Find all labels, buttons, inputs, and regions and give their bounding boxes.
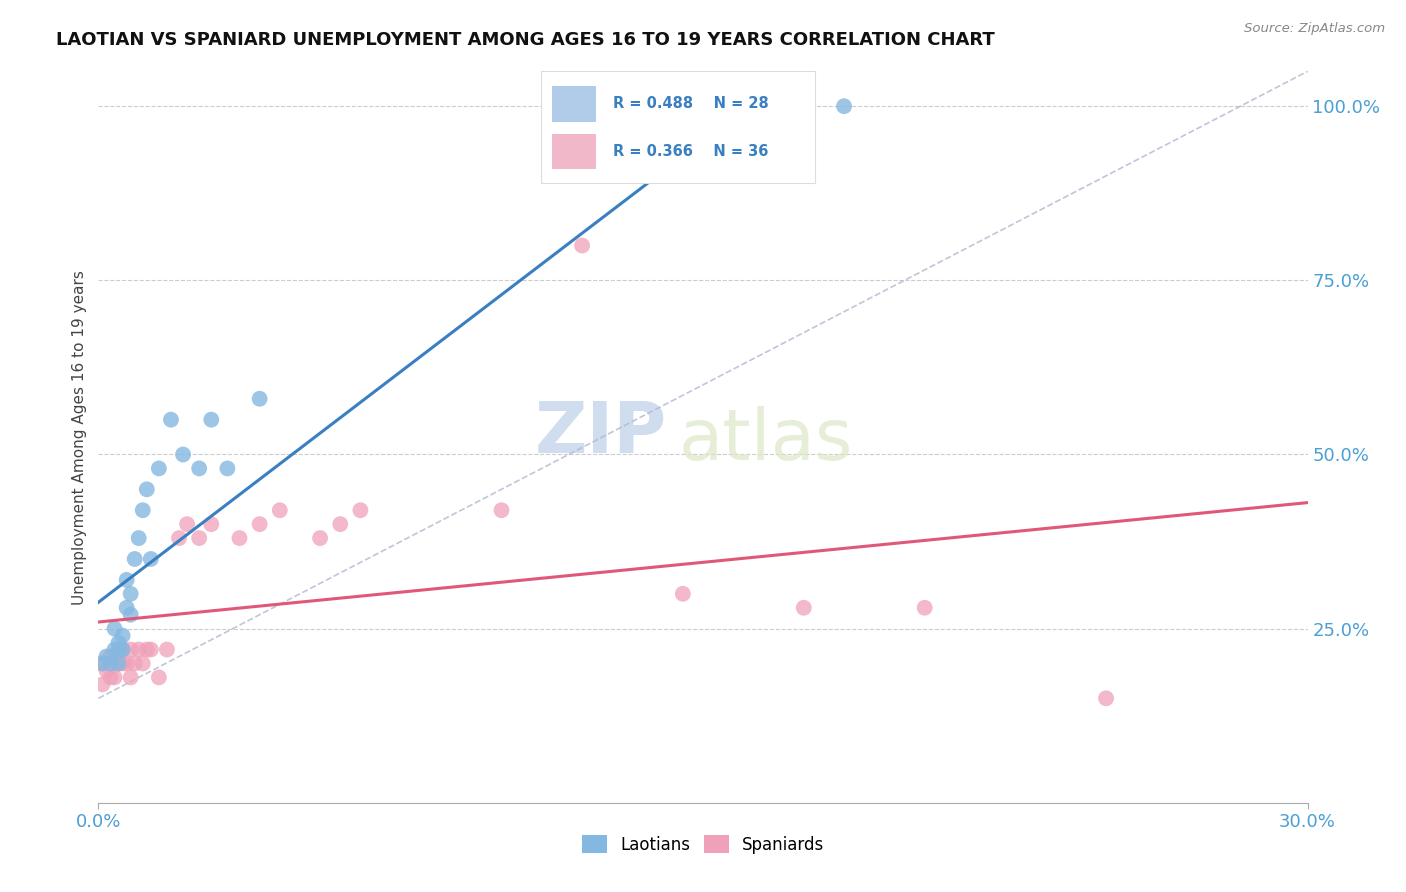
Point: [832, 99, 855, 113]
Text: ZIP: ZIP: [534, 399, 666, 468]
Point: [139, 642, 162, 657]
Point: [148, 670, 170, 684]
Text: LAOTIAN VS SPANIARD UNEMPLOYMENT AMONG AGES 16 TO 19 YEARS CORRELATION CHART: LAOTIAN VS SPANIARD UNEMPLOYMENT AMONG A…: [56, 31, 995, 49]
Point: [100, 670, 122, 684]
Point: [107, 657, 129, 671]
Point: [107, 642, 129, 657]
Point: [914, 600, 936, 615]
Point: [156, 642, 179, 657]
Text: R = 0.366    N = 36: R = 0.366 N = 36: [613, 145, 768, 159]
Point: [1095, 691, 1118, 706]
Point: [733, 99, 755, 113]
Point: [107, 635, 129, 649]
Point: [249, 517, 271, 532]
Legend: Laotians, Spaniards: Laotians, Spaniards: [575, 829, 831, 860]
Point: [111, 642, 134, 657]
Point: [111, 629, 134, 643]
Point: [120, 670, 142, 684]
Point: [111, 657, 134, 671]
Y-axis label: Unemployment Among Ages 16 to 19 years: Unemployment Among Ages 16 to 19 years: [72, 269, 87, 605]
Point: [160, 412, 183, 426]
Point: [329, 517, 352, 532]
Point: [228, 531, 250, 545]
Point: [217, 461, 239, 475]
Text: R = 0.488    N = 28: R = 0.488 N = 28: [613, 96, 768, 112]
Text: atlas: atlas: [679, 406, 853, 475]
Point: [167, 531, 190, 545]
Point: [120, 587, 142, 601]
Point: [172, 448, 194, 462]
Point: [128, 642, 150, 657]
Point: [91, 657, 114, 671]
Point: [100, 649, 122, 664]
Point: [139, 552, 162, 566]
Point: [91, 677, 114, 691]
Point: [176, 517, 198, 532]
Point: [100, 657, 122, 671]
Point: [115, 600, 138, 615]
Point: [107, 642, 129, 657]
Point: [103, 642, 125, 657]
Point: [120, 642, 142, 657]
Point: [115, 657, 138, 671]
Point: [103, 670, 125, 684]
Point: [349, 503, 371, 517]
Point: [135, 642, 157, 657]
Point: [132, 657, 155, 671]
Point: [249, 392, 271, 406]
Point: [491, 503, 513, 517]
Point: [200, 412, 222, 426]
FancyBboxPatch shape: [553, 86, 596, 121]
Point: [269, 503, 291, 517]
Point: [148, 461, 170, 475]
Point: [120, 607, 142, 622]
Point: [96, 649, 118, 664]
Point: [571, 238, 593, 252]
Point: [135, 483, 157, 497]
Point: [793, 600, 815, 615]
Point: [309, 531, 332, 545]
Point: [103, 622, 125, 636]
Point: [672, 587, 695, 601]
Point: [188, 461, 211, 475]
FancyBboxPatch shape: [553, 134, 596, 169]
Point: [132, 503, 155, 517]
Point: [96, 664, 118, 678]
Point: [124, 657, 146, 671]
Text: Source: ZipAtlas.com: Source: ZipAtlas.com: [1244, 22, 1385, 36]
Point: [128, 531, 150, 545]
Point: [111, 642, 134, 657]
Point: [107, 657, 129, 671]
Point: [200, 517, 222, 532]
Point: [115, 573, 138, 587]
Point: [91, 657, 114, 671]
Point: [124, 552, 146, 566]
Point: [188, 531, 211, 545]
